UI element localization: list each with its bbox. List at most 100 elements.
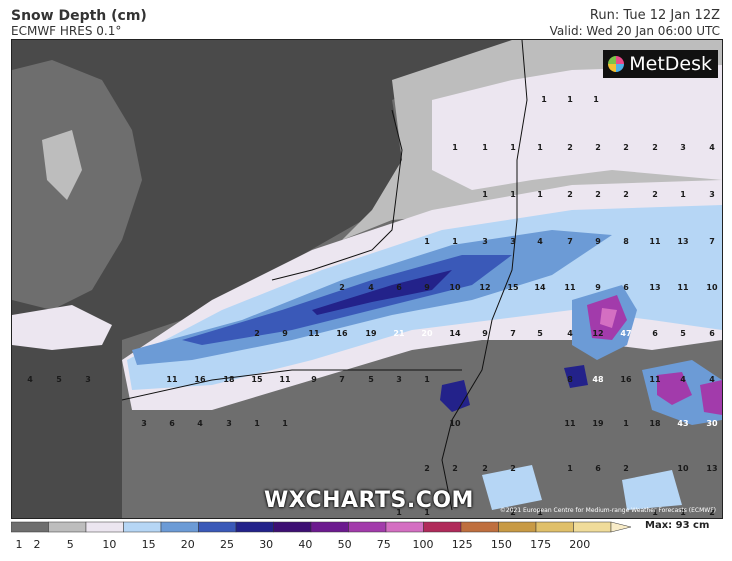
snow-depth-value-label: 18 bbox=[649, 419, 661, 428]
legend-swatch bbox=[573, 521, 612, 533]
snow-area-north-pale bbox=[432, 65, 722, 190]
snow-depth-value-label: 14 bbox=[534, 283, 546, 292]
snow-depth-value-label: 1 bbox=[396, 508, 402, 517]
snow-depth-value-label: 19 bbox=[365, 329, 377, 338]
snow-depth-value-label: 15 bbox=[507, 283, 519, 292]
snow-depth-value-label: 9 bbox=[282, 329, 288, 338]
snow-depth-value-label: 8 bbox=[623, 237, 629, 246]
snow-depth-value-label: 6 bbox=[396, 283, 402, 292]
snow-depth-value-label: 5 bbox=[368, 375, 374, 384]
snow-depth-value-label: 2 bbox=[709, 508, 715, 517]
legend-tick-label: 15 bbox=[142, 538, 156, 551]
metdesk-brand-text: MetDesk bbox=[629, 53, 712, 75]
run-time: Run: Tue 12 Jan 12Z bbox=[589, 8, 720, 23]
snow-depth-value-label: 2 bbox=[595, 190, 601, 199]
legend-swatch bbox=[423, 521, 462, 533]
snow-depth-value-label: 30 bbox=[706, 419, 718, 428]
map-canvas: 1 1 11 1 1 1 2 2 2 2 3 41 1 1 2 2 2 2 1 31 1 3 3 4 7 9 8 11 13 72 4 6 9 1… bbox=[12, 40, 722, 518]
snow-depth-value-label: 1 bbox=[537, 508, 543, 517]
snow-depth-value-label: 10 bbox=[449, 283, 461, 292]
snow-depth-value-label: 4 bbox=[537, 237, 543, 246]
legend-tick-label: 100 bbox=[413, 538, 434, 551]
snow-depth-value-label: 12 bbox=[479, 283, 490, 292]
border-line-west bbox=[121, 369, 462, 401]
snow-depth-value-label: 7 bbox=[510, 329, 516, 338]
snow-depth-value-label: 7 bbox=[567, 237, 573, 246]
snow-depth-value-label: 12 bbox=[592, 329, 603, 338]
snow-depth-value-label: 16 bbox=[336, 329, 348, 338]
snow-depth-value-label: 2 bbox=[623, 464, 629, 473]
snow-depth-value-label: 1 bbox=[537, 190, 543, 199]
legend-tick-label: 125 bbox=[452, 538, 473, 551]
model-name: ECMWF HRES 0.1° bbox=[11, 24, 122, 38]
legend-swatch bbox=[385, 521, 424, 533]
snow-depth-value-label: 5 bbox=[56, 375, 62, 384]
legend-tick-label: 200 bbox=[569, 538, 590, 551]
snow-depth-value-label: 1 bbox=[541, 95, 547, 104]
snow-depth-value-label: 3 bbox=[510, 237, 516, 246]
legend-tick-label: 150 bbox=[491, 538, 512, 551]
snow-depth-value-label: 43 bbox=[677, 419, 688, 428]
legend-swatch bbox=[460, 521, 499, 533]
legend-swatch bbox=[160, 521, 199, 533]
legend-swatch bbox=[235, 521, 274, 533]
legend-tick-label: 30 bbox=[259, 538, 273, 551]
legend-swatch bbox=[498, 521, 537, 533]
snow-depth-value-label: 7 bbox=[339, 375, 345, 384]
snow-depth-value-label: 4 bbox=[709, 143, 715, 152]
legend-swatch bbox=[123, 521, 162, 533]
snow-depth-value-label: 10 bbox=[706, 283, 718, 292]
snow-depth-value-label: 3 bbox=[709, 190, 715, 199]
map-title: Snow Depth (cm) bbox=[11, 8, 147, 24]
snow-depth-value-label: 13 bbox=[649, 283, 660, 292]
metdesk-logo-icon bbox=[608, 56, 625, 72]
snow-depth-value-label: 1 bbox=[510, 143, 516, 152]
legend-tick-label: 25 bbox=[220, 538, 234, 551]
snow-depth-value-label: 10 bbox=[677, 464, 689, 473]
ecmwf-credit: ©2021 European Centre for Medium-range W… bbox=[499, 507, 716, 514]
snow-depth-value-label: 20 bbox=[421, 329, 433, 338]
snow-area-south-england bbox=[12, 305, 112, 350]
snow-depth-map[interactable]: 1 1 1 1 1 1 1 2 2 2 2 3 4 1 1 1 2 2 2 2 1 3 1 1 3 3 4 7 9 8 11 13 7 2 4 6 9 1… bbox=[11, 39, 723, 519]
snow-depth-value-label: 6 bbox=[652, 329, 658, 338]
snow-depth-value-label: 2 bbox=[567, 190, 573, 199]
snow-depth-value-label: 3 bbox=[482, 237, 488, 246]
snow-depth-value-label: 1 bbox=[424, 237, 430, 246]
snow-depth-value-label: 2 bbox=[510, 508, 516, 517]
legend-swatch bbox=[85, 521, 124, 533]
snow-depth-value-label: 2 bbox=[510, 464, 516, 473]
snow-depth-value-label: 13 bbox=[706, 464, 717, 473]
snow-depth-value-label: 1 bbox=[510, 190, 516, 199]
snow-depth-value-label: 16 bbox=[620, 375, 632, 384]
snow-depth-value-label: 2 bbox=[482, 464, 488, 473]
snow-depth-value-label: 19 bbox=[592, 419, 604, 428]
snow-depth-value-label: 11 bbox=[564, 283, 576, 292]
snow-depth-value-label: 1 bbox=[680, 190, 686, 199]
snow-band-25cm bbox=[312, 270, 452, 315]
snow-depth-value-label: 11 bbox=[649, 237, 661, 246]
legend-swatch bbox=[348, 521, 387, 533]
snow-depth-value-label: 1 bbox=[537, 143, 543, 152]
snow-depth-value-label: 15 bbox=[251, 375, 263, 384]
snow-depth-value-label: 9 bbox=[482, 329, 488, 338]
snow-depth-value-label: 2 bbox=[452, 464, 458, 473]
snow-blob-south bbox=[482, 465, 542, 510]
border-line bbox=[441, 40, 528, 511]
legend-tick-label: 50 bbox=[338, 538, 352, 551]
snow-depth-value-label: 1 bbox=[567, 95, 573, 104]
legend-tick-label: 40 bbox=[298, 538, 312, 551]
legend-swatch bbox=[535, 521, 574, 533]
max-value-label: Max: 93 cm bbox=[645, 520, 710, 531]
legend-tick-label: 10 bbox=[102, 538, 116, 551]
snow-depth-value-label: 2 bbox=[567, 143, 573, 152]
snow-depth-value-label: 11 bbox=[166, 375, 178, 384]
snow-depth-value-label: 11 bbox=[677, 283, 689, 292]
snow-depth-value-label: 14 bbox=[449, 329, 461, 338]
snow-depth-value-label: 1 bbox=[680, 508, 686, 517]
snow-depth-value-label: 4 bbox=[709, 375, 715, 384]
snow-depth-value-label: 9 bbox=[595, 283, 601, 292]
snow-depth-value-label: 1 bbox=[254, 419, 260, 428]
legend-tick-label: 2 bbox=[34, 538, 41, 551]
snow-depth-value-label: 1 bbox=[652, 508, 658, 517]
legend-tick-label: 1 bbox=[16, 538, 23, 551]
